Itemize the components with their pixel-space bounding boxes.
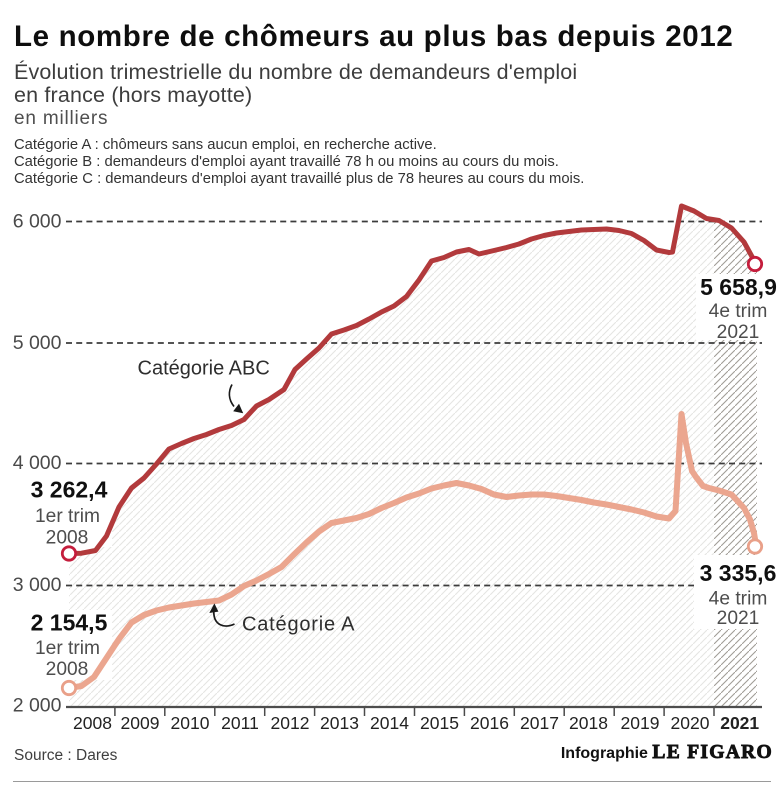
svg-text:2019: 2019 bbox=[621, 713, 660, 733]
svg-text:Catégorie ABC: Catégorie ABC bbox=[138, 358, 270, 380]
svg-text:2012: 2012 bbox=[271, 713, 310, 733]
svg-text:2008: 2008 bbox=[46, 528, 89, 549]
svg-text:2 154,5: 2 154,5 bbox=[31, 610, 108, 636]
svg-text:2009: 2009 bbox=[121, 713, 160, 733]
svg-text:2016: 2016 bbox=[470, 713, 509, 733]
svg-text:2021: 2021 bbox=[720, 713, 759, 733]
svg-text:5 658,9: 5 658,9 bbox=[700, 274, 777, 300]
svg-text:3 335,6: 3 335,6 bbox=[700, 560, 777, 586]
svg-text:2020: 2020 bbox=[671, 713, 710, 733]
svg-text:5 000: 5 000 bbox=[13, 332, 62, 354]
svg-text:Catégorie A: Catégorie A bbox=[242, 614, 355, 636]
svg-text:4e trim: 4e trim bbox=[709, 589, 768, 610]
svg-text:3 000: 3 000 bbox=[13, 574, 62, 596]
svg-text:1er trim: 1er trim bbox=[35, 638, 100, 659]
svg-text:2013: 2013 bbox=[320, 713, 359, 733]
svg-text:2018: 2018 bbox=[569, 713, 608, 733]
svg-text:2021: 2021 bbox=[717, 322, 760, 343]
svg-text:2014: 2014 bbox=[370, 713, 409, 733]
svg-text:2021: 2021 bbox=[717, 608, 760, 629]
svg-text:2015: 2015 bbox=[420, 713, 459, 733]
svg-text:4 000: 4 000 bbox=[13, 452, 62, 474]
svg-text:2 000: 2 000 bbox=[13, 695, 62, 717]
svg-text:2010: 2010 bbox=[171, 713, 210, 733]
svg-text:4e trim: 4e trim bbox=[709, 301, 768, 322]
svg-text:2017: 2017 bbox=[520, 713, 559, 733]
svg-text:2008: 2008 bbox=[46, 659, 89, 680]
svg-text:2011: 2011 bbox=[221, 713, 259, 733]
svg-text:6 000: 6 000 bbox=[13, 211, 62, 233]
svg-text:3 262,4: 3 262,4 bbox=[31, 477, 108, 503]
svg-text:2008: 2008 bbox=[73, 713, 112, 733]
svg-text:1er trim: 1er trim bbox=[35, 506, 100, 527]
